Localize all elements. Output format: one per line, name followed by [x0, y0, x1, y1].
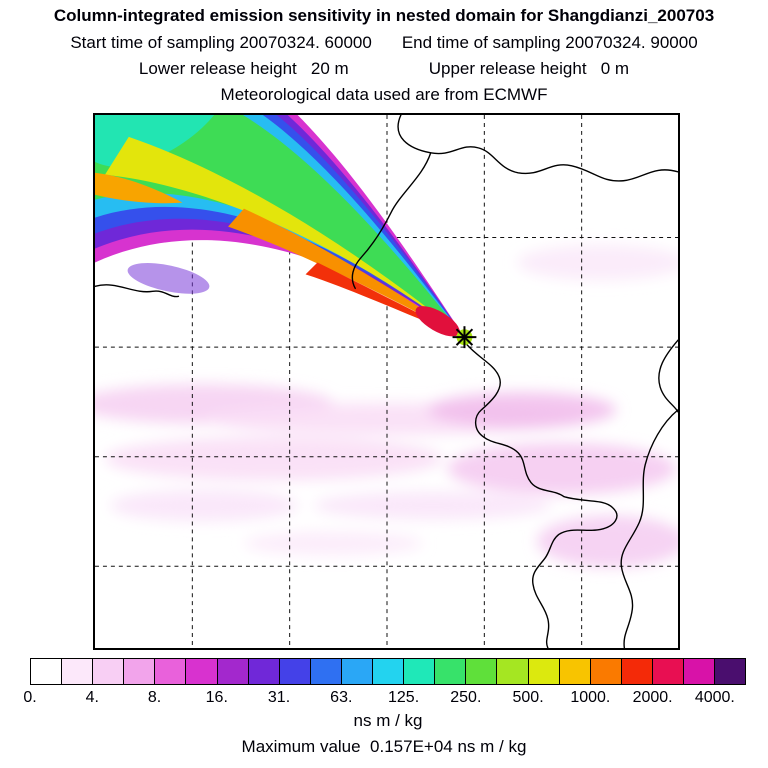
colorbar-segment — [217, 659, 249, 684]
colorbar-segment — [373, 659, 405, 684]
map-panel — [93, 113, 680, 650]
receptor-marker — [452, 326, 477, 349]
figure-title: Column-integrated emission sensitivity i… — [53, 6, 715, 25]
border-inner — [351, 152, 432, 290]
colorbar-tick-label: 125. — [387, 689, 420, 706]
colorbar-segment — [497, 659, 529, 684]
coast-east-bay — [658, 339, 678, 413]
colorbar-segment — [279, 659, 311, 684]
colorbar-tick-label: 250. — [450, 689, 482, 706]
grid-lines — [95, 115, 678, 648]
max-value-label: Maximum value 0.157E+04 ns m / kg — [241, 737, 527, 756]
coastline — [95, 115, 678, 648]
faint-sensitivity-areas — [95, 244, 678, 568]
colorbar — [30, 658, 746, 685]
colorbar-tick-label: 16. — [205, 689, 228, 706]
map-plot — [95, 115, 678, 648]
colorbar-tick-label: 2000. — [632, 689, 673, 706]
met-data-label: Meteorological data used are from ECMWF — [220, 85, 548, 104]
coast-main — [465, 343, 618, 648]
colorbar-segment — [248, 659, 280, 684]
colorbar-tick-label: 500. — [512, 689, 544, 706]
met-data-row: Meteorological data used are from ECMWF — [0, 85, 768, 105]
colorbar-segment — [341, 659, 374, 684]
border-west — [95, 284, 180, 298]
colorbar-tick-label: 4. — [85, 689, 99, 706]
colorbar-segment — [62, 659, 94, 684]
end-time-label: End time of sampling 20070324. 90000 — [401, 33, 698, 52]
coast-east — [620, 409, 678, 648]
colorbar-tick-label: 63. — [330, 689, 353, 706]
colorbar-tick-label: 4000. — [694, 689, 735, 706]
colorbar-tick-label: 8. — [147, 689, 162, 706]
release-height-row: Lower release height 20 m Upper release … — [0, 59, 768, 79]
colorbar-segment — [124, 659, 156, 684]
colorbar-tick-label: 1000. — [570, 689, 611, 706]
colorbar-segment — [559, 659, 591, 684]
colorbar-units-label: ns m / kg — [353, 711, 423, 730]
colorbar-segment — [683, 659, 716, 684]
colorbar-segment — [715, 659, 746, 684]
colorbar-segment — [435, 659, 467, 684]
colorbar-segment — [404, 659, 436, 684]
colorbar-segment — [186, 659, 218, 684]
colorbar-segment — [155, 659, 187, 684]
colorbar-tick-labels: 0. 4. 8. 16. 31. 63. 125. 250. 500. 1000. 2000. 400… — [23, 689, 746, 707]
start-time-label: Start time of sampling 20070324. 60000 — [70, 33, 372, 52]
sensitivity-plume — [95, 115, 465, 338]
colorbar-tick-label: 0. — [23, 689, 37, 706]
lower-release-label: Lower release height 20 m — [138, 59, 349, 78]
colorbar-segment — [652, 659, 684, 684]
upper-release-label: Upper release height 0 m — [428, 59, 630, 78]
colorbar-segment — [310, 659, 342, 684]
border-north — [397, 115, 678, 182]
sampling-time-row: Start time of sampling 20070324. 60000 E… — [0, 33, 768, 53]
colorbar-segment — [93, 659, 125, 684]
colorbar-segment — [31, 659, 63, 684]
colorbar-segment — [621, 659, 653, 684]
colorbar-tick-label: 31. — [267, 689, 291, 706]
colorbar-segment — [466, 659, 498, 684]
colorbar-segment — [590, 659, 622, 684]
colorbar-segment — [528, 659, 560, 684]
